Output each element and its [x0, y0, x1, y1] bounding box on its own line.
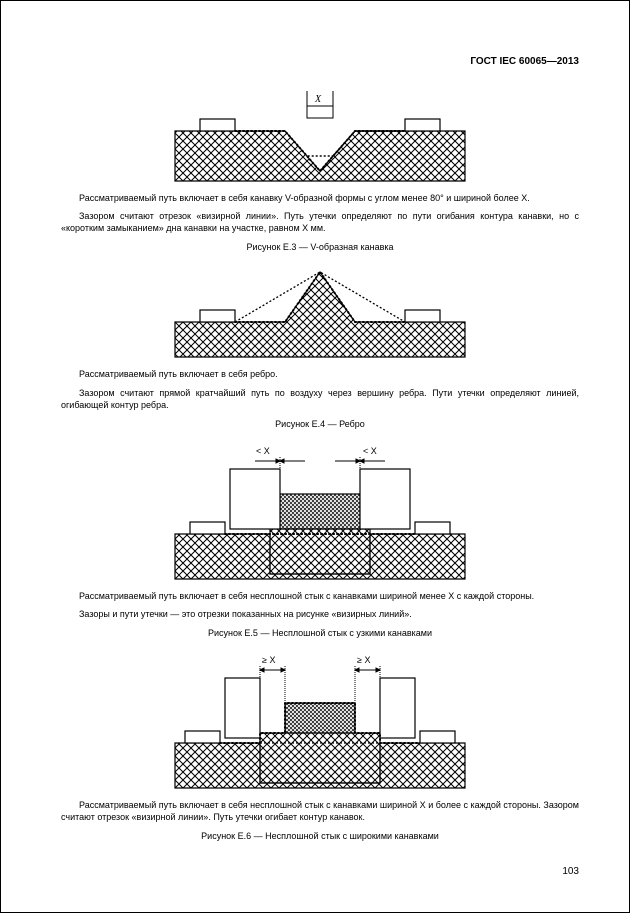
page-number: 103	[562, 866, 579, 877]
fig5-caption: Рисунок E.5 — Несплошной стык с узкими к…	[61, 628, 579, 638]
page: ГОСТ IEC 60065—2013 X	[0, 0, 630, 913]
figure-e6: ≥ X ≥ X	[155, 648, 485, 793]
fig4-caption: Рисунок E.4 — Ребро	[61, 419, 579, 429]
fig5-text-b: Зазоры и пути утечки — это отрезки показ…	[61, 608, 579, 620]
x-label: X	[314, 94, 322, 105]
fig4-text-a: Рассматриваемый путь включает в себя реб…	[61, 368, 579, 380]
content-area: X Рассматриваемый путь включает в себя к…	[61, 56, 579, 862]
fig5-label-right: < X	[363, 446, 377, 456]
fig4-text-b: Зазором считают прямой кратчайший путь п…	[61, 387, 579, 411]
fig3-text-a: Рассматриваемый путь включает в себя кан…	[61, 192, 579, 204]
fig6-label-left: ≥ X	[262, 655, 275, 665]
fig6-text-a: Рассматриваемый путь включает в себя нес…	[61, 799, 579, 823]
figure-e4	[155, 262, 485, 362]
fig6-caption: Рисунок E.6 — Несплошной стык с широкими…	[61, 831, 579, 841]
fig5-label-left: < X	[256, 446, 270, 456]
figure-e5: < X < X	[155, 439, 485, 584]
fig3-caption: Рисунок E.3 — V-образная канавка	[61, 242, 579, 252]
fig6-label-right: ≥ X	[357, 655, 370, 665]
figure-e3: X	[155, 81, 485, 186]
fig3-text-b: Зазором считают отрезок «визирной линии»…	[61, 210, 579, 234]
fig5-text-a: Рассматриваемый путь включает в себя нес…	[61, 590, 579, 602]
